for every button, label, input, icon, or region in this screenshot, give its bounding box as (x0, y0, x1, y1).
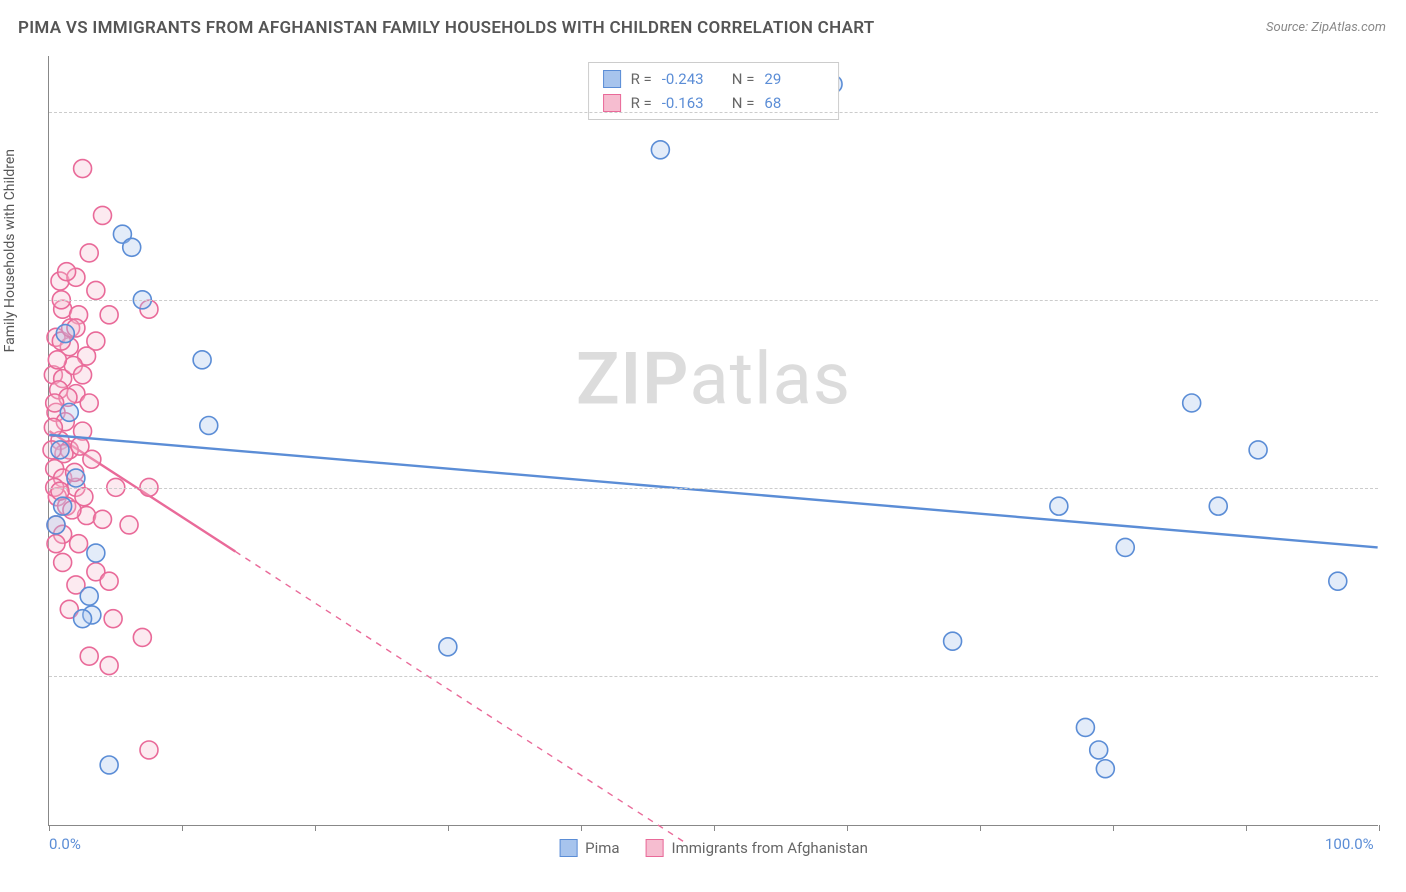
chart-container: PIMA VS IMMIGRANTS FROM AFGHANISTAN FAMI… (0, 0, 1406, 892)
series-legend: Pima Immigrants from Afghanistan (559, 839, 868, 857)
n-value-pima: 29 (764, 67, 824, 91)
correlation-legend-row-0: R = -0.243 N = 29 (603, 67, 825, 91)
x-tick (1379, 825, 1380, 831)
plot-svg (49, 56, 1378, 825)
x-tick (581, 825, 582, 831)
r-value-pima: -0.243 (662, 67, 722, 91)
x-tick (1113, 825, 1114, 831)
gridline-h (49, 300, 1378, 301)
gridline-h (49, 676, 1378, 677)
y-axis-label: Family Households with Children (2, 149, 18, 352)
n-label: N = (732, 67, 755, 91)
x-tick-label: 0.0% (49, 835, 81, 853)
legend-swatch-afghan-bottom (646, 839, 664, 857)
x-tick (980, 825, 981, 831)
legend-swatch-pima (603, 70, 621, 88)
x-tick (847, 825, 848, 831)
gridline-h (49, 488, 1378, 489)
series-legend-item-afghan: Immigrants from Afghanistan (646, 839, 868, 857)
x-tick-label: 100.0% (1325, 835, 1374, 853)
correlation-legend: R = -0.243 N = 29 R = -0.163 N = 68 (588, 62, 840, 120)
series-label-afghan: Immigrants from Afghanistan (672, 839, 868, 857)
series-legend-item-pima: Pima (559, 839, 619, 857)
x-tick (49, 825, 50, 831)
legend-swatch-pima-bottom (559, 839, 577, 857)
gridline-h (49, 112, 1378, 113)
x-tick (315, 825, 316, 831)
r-label: R = (631, 67, 652, 91)
legend-swatch-afghan (603, 94, 621, 112)
x-tick (182, 825, 183, 831)
x-tick (714, 825, 715, 831)
series-label-pima: Pima (585, 839, 619, 857)
plot-area: ZIPatlas R = -0.243 N = 29 R = -0.163 N … (48, 56, 1378, 826)
source-attribution: Source: ZipAtlas.com (1266, 20, 1386, 35)
x-tick (448, 825, 449, 831)
chart-title: PIMA VS IMMIGRANTS FROM AFGHANISTAN FAMI… (18, 18, 875, 38)
x-tick (1246, 825, 1247, 831)
